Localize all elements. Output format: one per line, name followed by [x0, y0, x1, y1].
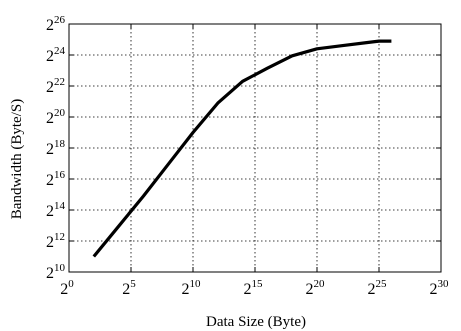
x-tick-label-0-base: 2 — [60, 281, 68, 298]
x-tick-label-5: 25 — [122, 278, 136, 298]
x-tick-label-30-base: 2 — [430, 281, 438, 298]
y-tick-label-12: 212 — [46, 231, 65, 251]
y-tick-label-26: 226 — [46, 14, 66, 34]
x-tick-label-10-base: 2 — [182, 281, 190, 298]
series — [92, 39, 392, 258]
x-tick-label-10: 210 — [182, 278, 202, 298]
x-tick-label-0-exp: 0 — [68, 278, 74, 290]
y-tick-label-16-base: 2 — [46, 172, 54, 189]
y-tick-label-20-exp: 20 — [54, 107, 66, 119]
y-tick-label-10-base: 2 — [46, 265, 54, 282]
y-tick-label-20-base: 2 — [46, 110, 54, 127]
x-tick-label-5-base: 2 — [122, 281, 130, 298]
x-tick-label-15-exp: 15 — [252, 278, 264, 290]
y-tick-label-26-exp: 26 — [54, 14, 66, 26]
x-axis-title: Data Size (Byte) — [206, 314, 306, 330]
x-tick-label-20-base: 2 — [306, 281, 314, 298]
y-tick-label-20: 220 — [46, 107, 66, 127]
x-tick-labels: 20 25 210 215 220 225 230 — [60, 278, 449, 298]
y-tick-label-22: 222 — [46, 76, 65, 96]
y-tick-label-14: 214 — [46, 200, 66, 220]
y-tick-label-14-base: 2 — [46, 203, 54, 220]
y-tick-label-18-exp: 18 — [54, 138, 66, 150]
y-tick-label-16-exp: 16 — [54, 169, 66, 181]
y-axis-title: Bandwidth (Byte/S) — [9, 99, 25, 219]
x-tick-label-20-exp: 20 — [314, 278, 326, 290]
x-tick-label-25: 225 — [368, 278, 388, 298]
series-line — [92, 39, 392, 258]
x-tick-label-25-exp: 25 — [376, 278, 388, 290]
y-tick-label-14-exp: 14 — [54, 200, 66, 212]
y-tick-label-16: 216 — [46, 169, 66, 189]
tick-marks — [68, 23, 442, 273]
y-tick-label-10-exp: 10 — [54, 262, 66, 274]
grid — [69, 24, 441, 272]
x-tick-label-0: 20 — [60, 278, 74, 298]
x-tick-label-30: 230 — [430, 278, 450, 298]
x-tick-label-20: 220 — [306, 278, 326, 298]
x-tick-label-30-exp: 30 — [438, 278, 450, 290]
y-tick-label-10: 210 — [46, 262, 66, 282]
y-tick-label-18: 218 — [46, 138, 66, 158]
y-tick-label-22-base: 2 — [46, 79, 54, 96]
x-tick-label-25-base: 2 — [368, 281, 376, 298]
y-tick-label-26-base: 2 — [46, 17, 54, 34]
y-tick-label-18-base: 2 — [46, 141, 54, 158]
y-tick-label-12-base: 2 — [46, 234, 54, 251]
x-tick-label-15: 215 — [244, 278, 264, 298]
y-tick-label-22-exp: 22 — [54, 76, 65, 88]
y-tick-label-24-exp: 24 — [54, 45, 66, 57]
y-tick-label-24: 224 — [46, 45, 66, 65]
y-tick-label-12-exp: 12 — [54, 231, 65, 243]
y-tick-label-24-base: 2 — [46, 48, 54, 65]
x-tick-label-10-exp: 10 — [190, 278, 202, 290]
x-tick-label-5-exp: 5 — [130, 278, 136, 290]
x-tick-label-15-base: 2 — [244, 281, 252, 298]
